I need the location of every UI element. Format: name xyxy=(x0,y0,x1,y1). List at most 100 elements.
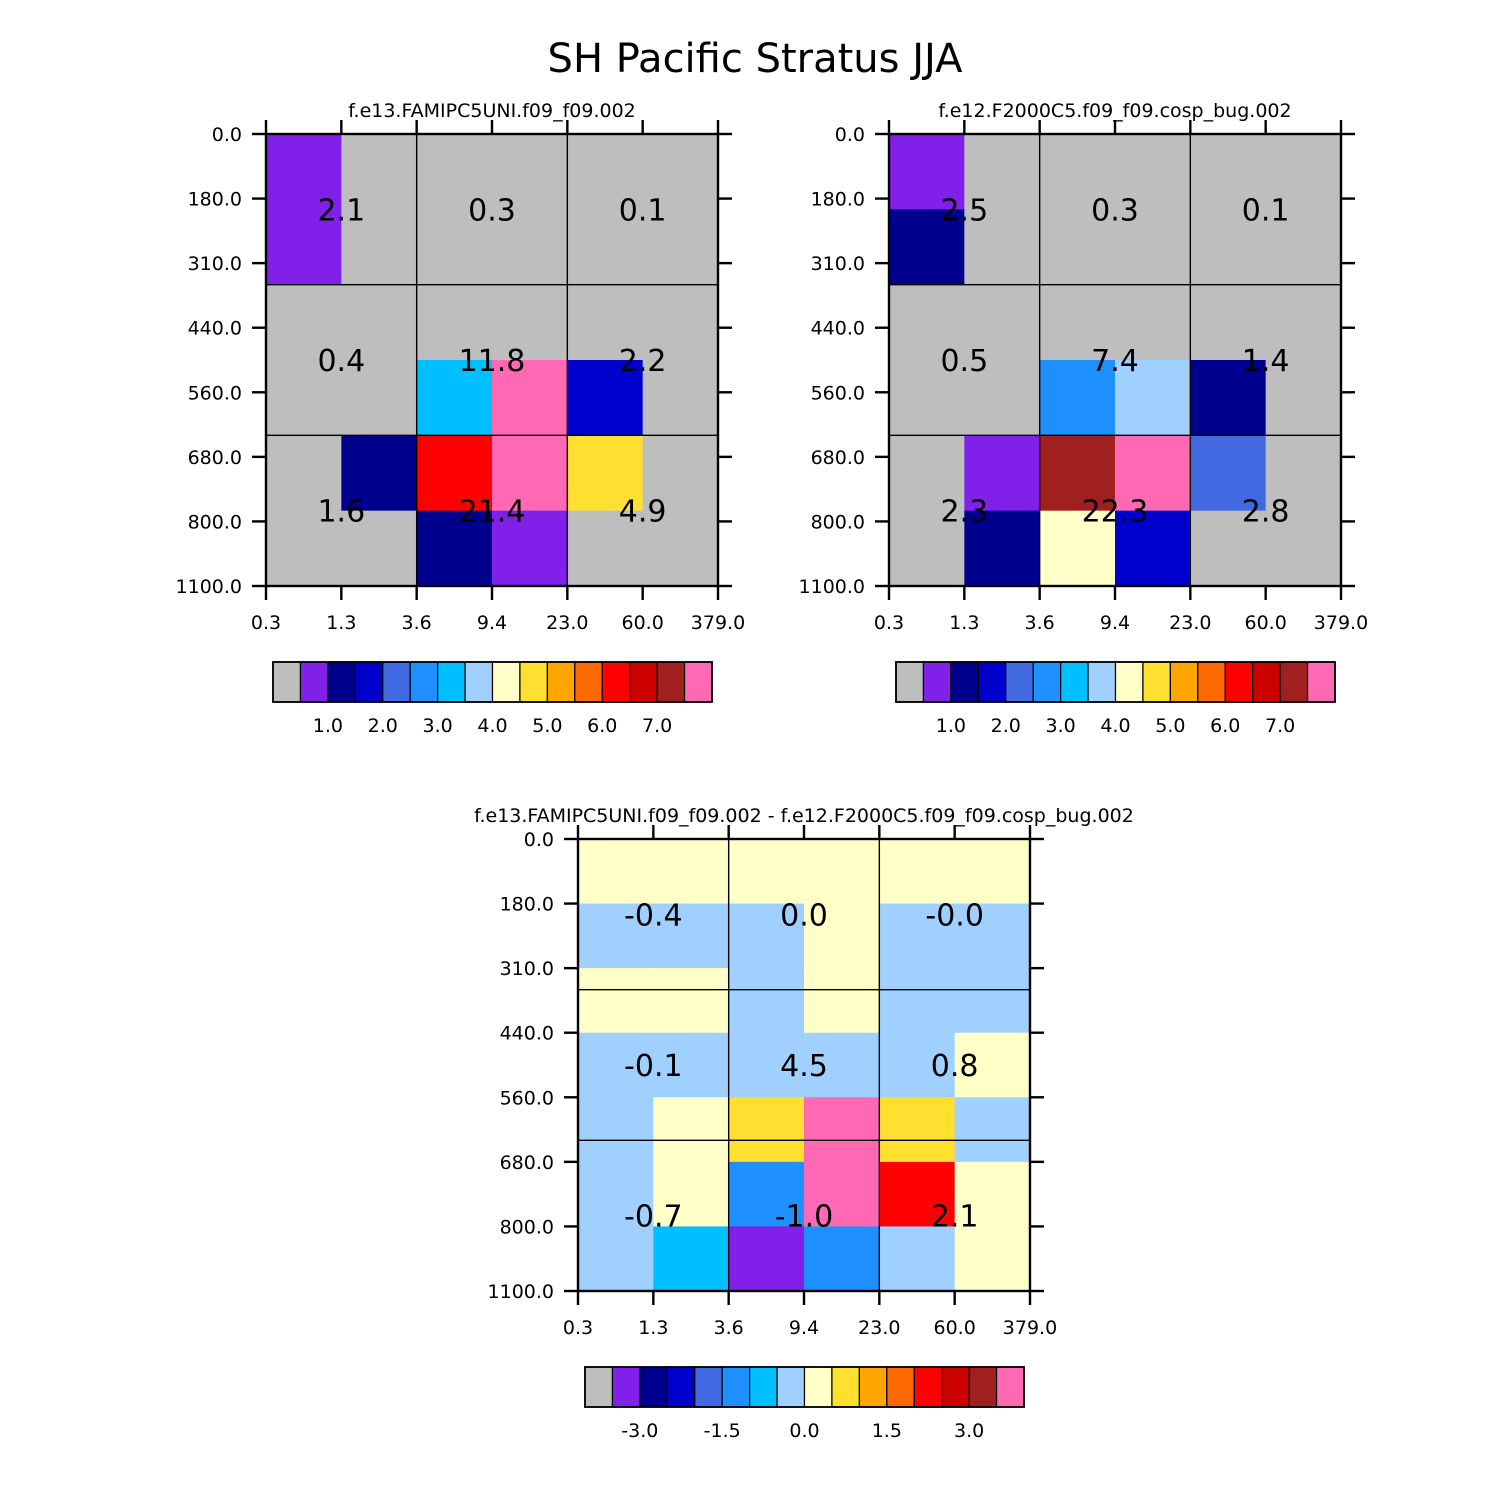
heatmap-cell xyxy=(1190,435,1267,512)
heatmap-cell xyxy=(1039,360,1116,436)
data-label: -0.7 xyxy=(624,1200,683,1235)
colorbar-swatch xyxy=(941,1366,970,1408)
y-tick-label: 1100.0 xyxy=(799,576,865,598)
colorbar-swatch xyxy=(1279,661,1309,703)
heatmap-cell xyxy=(804,1226,880,1292)
y-tick-label: 680.0 xyxy=(500,1152,554,1174)
heatmap-cell xyxy=(578,968,654,1034)
data-label: -0.4 xyxy=(624,898,683,933)
heatmap-cell xyxy=(879,1161,956,1228)
heatmap-cell xyxy=(879,968,956,1034)
colorbar-swatch xyxy=(611,1366,641,1408)
heatmap-cell xyxy=(1265,435,1342,512)
colorbar-frame xyxy=(584,1366,1025,1408)
x-tick-label: 0.3 xyxy=(563,1317,593,1339)
colorbar-swatch xyxy=(299,661,329,703)
x-tick-label: 9.4 xyxy=(477,612,507,634)
x-tick-label: 60.0 xyxy=(1245,612,1287,634)
heatmap-cell xyxy=(1115,134,1191,210)
colorbar-swatch xyxy=(1306,661,1336,703)
data-label: 2.5 xyxy=(940,193,988,228)
heatmap-cell xyxy=(1039,435,1116,512)
x-tick-label: 23.0 xyxy=(546,612,588,634)
x-tick-label: 9.4 xyxy=(789,1317,819,1339)
colorbar-swatch xyxy=(666,1366,696,1408)
heatmap-cell xyxy=(1190,209,1267,286)
heatmap-cell xyxy=(341,435,418,512)
colorbar-swatch xyxy=(831,1366,860,1408)
colorbar-swatch xyxy=(546,661,576,703)
y-tick-label: 800.0 xyxy=(500,1216,554,1238)
panel-diff: f.e13.FAMIPC5UNI.f09_f09.002 - f.e12.F20… xyxy=(474,805,1134,1442)
heatmap-cell xyxy=(266,435,342,512)
colorbar-label: -3.0 xyxy=(621,1420,658,1442)
y-tick-label: 0.0 xyxy=(524,829,554,851)
data-label: 11.8 xyxy=(459,344,526,379)
colorbar-label: 3.0 xyxy=(423,715,453,737)
heatmap-cell xyxy=(416,510,493,587)
x-tick-label: 3.6 xyxy=(714,1317,744,1339)
colorbar-swatch xyxy=(776,1366,806,1408)
y-tick-label: 0.0 xyxy=(835,124,865,146)
data-label: 0.1 xyxy=(619,193,667,228)
colorbar-swatch xyxy=(656,661,686,703)
colorbar-label: 3.0 xyxy=(1046,715,1076,737)
heatmap-cell xyxy=(1265,134,1342,210)
heatmap-cell xyxy=(804,1032,880,1098)
y-tick-label: 560.0 xyxy=(188,382,242,404)
heatmap-cell xyxy=(879,1097,956,1163)
colorbar-swatch xyxy=(382,661,411,703)
x-tick-label: 0.3 xyxy=(251,612,281,634)
colorbar-label: 3.0 xyxy=(954,1420,984,1442)
colorbar-swatch xyxy=(858,1366,888,1408)
y-tick-label: 680.0 xyxy=(188,447,242,469)
heatmap-cell xyxy=(804,1097,880,1163)
heatmap-cell xyxy=(341,134,418,210)
colorbar-swatch xyxy=(629,661,658,703)
y-tick-label: 310.0 xyxy=(500,958,554,980)
colorbar-swatch xyxy=(803,1366,833,1408)
colorbar-swatch xyxy=(995,1366,1025,1408)
heatmap-cell xyxy=(1039,510,1116,587)
heatmap-cell xyxy=(266,510,342,587)
y-tick-label: 180.0 xyxy=(500,894,554,916)
heatmap-cell xyxy=(1039,134,1116,210)
y-tick-label: 310.0 xyxy=(811,253,865,275)
y-tick-label: 800.0 xyxy=(188,511,242,533)
heatmap-cell xyxy=(1190,284,1267,361)
x-tick-label: 1.3 xyxy=(949,612,979,634)
heatmap-cell xyxy=(954,1032,1031,1098)
colorbar-swatch xyxy=(721,1366,751,1408)
heatmap-cell xyxy=(964,360,1041,436)
heatmap-cell xyxy=(642,435,719,512)
data-label: 0.0 xyxy=(780,898,828,933)
heatmap-cell xyxy=(728,1032,805,1098)
heatmap-cell xyxy=(1115,435,1191,512)
heatmap-cell xyxy=(889,209,965,286)
colorbar-swatch xyxy=(409,661,439,703)
panel-1: f.e13.FAMIPC5UNI.f09_f09.002 2.1 0.3 0.1 0.4… xyxy=(176,100,746,737)
heatmap-cell xyxy=(642,134,719,210)
heatmap-cell xyxy=(578,1226,654,1292)
colorbar-label: 4.0 xyxy=(1100,715,1130,737)
colorbar-swatch xyxy=(639,1366,668,1408)
colorbar-swatch xyxy=(913,1366,943,1408)
colorbar-swatch xyxy=(1060,661,1089,703)
colorbar-label: 5.0 xyxy=(532,715,562,737)
colorbar-swatch xyxy=(354,661,384,703)
colorbar-swatch xyxy=(1252,661,1281,703)
data-label: -0.0 xyxy=(925,898,984,933)
heatmap-cell xyxy=(954,1226,1031,1292)
heatmap-cell xyxy=(1265,284,1342,361)
y-tick-label: 180.0 xyxy=(188,189,242,211)
heatmap-cell xyxy=(889,284,965,361)
colorbar-swatch xyxy=(968,1366,998,1408)
heatmap-cell xyxy=(416,134,493,210)
data-label: 0.5 xyxy=(940,344,988,379)
data-label: 2.3 xyxy=(940,495,988,530)
colorbar-swatch xyxy=(950,661,979,703)
colorbar-frame xyxy=(272,661,713,703)
heatmap-cell xyxy=(879,903,956,969)
colorbar-swatch xyxy=(437,661,466,703)
